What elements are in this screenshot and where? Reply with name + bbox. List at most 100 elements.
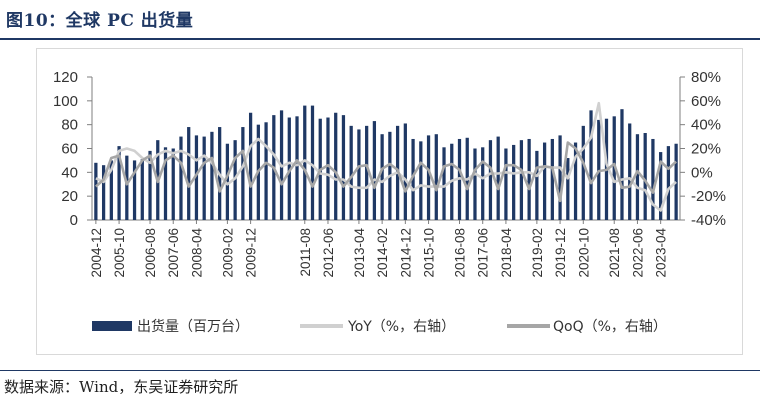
shipment-bar xyxy=(496,136,500,220)
shipment-bar xyxy=(194,135,199,220)
shipment-bar xyxy=(287,117,291,220)
y-left-tick-label: 100 xyxy=(53,93,78,110)
legend-label-shipments: 出货量（百万台） xyxy=(137,318,249,335)
shipment-bar xyxy=(326,117,330,220)
axes: 0 20 40 60 80 100 120 -40% -20% 0% 20% 40% 60% 80% 200… xyxy=(53,69,726,278)
yoy-line xyxy=(95,101,677,212)
shipment-bar xyxy=(566,158,570,220)
y-left-tick-label: 120 xyxy=(53,69,78,86)
x-tick-label: 2014-12 xyxy=(398,228,413,278)
x-tick-label: 2013-04 xyxy=(352,228,367,278)
shipment-bar xyxy=(303,105,307,220)
x-tick-label: 2017-06 xyxy=(476,228,491,278)
shipment-bar xyxy=(380,134,384,220)
x-tick-label: 2011-08 xyxy=(298,228,313,277)
shipment-bar xyxy=(519,140,524,220)
shipment-bar xyxy=(481,147,485,220)
shipment-bar xyxy=(132,160,137,220)
y-left-tick-label: 60 xyxy=(61,141,78,158)
x-tick-label: 2009-02 xyxy=(220,228,235,278)
shipment-bar xyxy=(573,142,578,220)
line-series xyxy=(95,101,677,212)
shipment-bar xyxy=(187,127,191,220)
x-tick-label: 2008-04 xyxy=(189,228,204,278)
x-tick-label: 2019-02 xyxy=(530,228,545,278)
shipment-bar xyxy=(419,141,423,220)
y-right-tick-label: 60% xyxy=(691,93,721,110)
x-tick-label: 2018-04 xyxy=(499,228,514,278)
shipment-bar xyxy=(542,142,547,220)
shipment-bar xyxy=(248,112,253,220)
legend-label-qoq: QoQ（%，右轴） xyxy=(553,319,667,335)
shipment-bar xyxy=(434,134,438,220)
shipment-bar xyxy=(109,160,113,220)
shipment-bar xyxy=(365,125,369,220)
qoq-line xyxy=(95,141,677,203)
shipment-bar xyxy=(94,162,98,220)
shipment-bar xyxy=(349,125,353,220)
shipment-bar xyxy=(179,136,183,220)
shipment-bar xyxy=(341,115,346,220)
shipment-bar xyxy=(310,105,315,220)
x-tick-label: 2007-06 xyxy=(166,228,181,278)
shipment-bar xyxy=(163,147,168,220)
shipment-bar xyxy=(620,109,624,220)
x-tick-label: 2014-02 xyxy=(375,228,390,278)
y-right-tick-label: 20% xyxy=(691,141,721,158)
shipment-bar xyxy=(426,135,431,220)
shipment-bar xyxy=(643,133,647,220)
x-tick-label: 2016-08 xyxy=(453,228,468,278)
x-tick-label: 2023-04 xyxy=(654,228,669,278)
shipment-bar xyxy=(512,144,516,220)
x-tick-label: 2005-10 xyxy=(112,228,127,278)
shipment-bar xyxy=(125,155,129,220)
shipment-bar xyxy=(550,138,554,220)
shipment-bar xyxy=(527,138,531,220)
shipment-bar xyxy=(241,127,245,220)
y-right-tick-label: 80% xyxy=(691,69,721,86)
shipment-bar xyxy=(535,150,539,220)
shipment-bar xyxy=(659,152,663,220)
shipment-bar xyxy=(651,138,655,220)
shipment-bar xyxy=(473,148,477,220)
shipment-bar xyxy=(202,136,206,220)
source-rule xyxy=(0,370,760,371)
x-tick-label: 2012-06 xyxy=(321,228,336,278)
shipment-bar xyxy=(628,123,632,220)
shipment-bar xyxy=(504,148,508,220)
shipment-bar xyxy=(357,129,361,220)
shipment-bar xyxy=(233,140,237,220)
legend: 出货量（百万台） YoY（%，右轴） QoQ（%，右轴） xyxy=(92,318,667,335)
shipment-bar xyxy=(264,122,268,220)
legend-label-yoy: YoY（%，右轴） xyxy=(347,319,455,335)
shipment-bar xyxy=(589,110,593,220)
y-right-tick-label: -40% xyxy=(691,212,726,229)
shipment-bar xyxy=(372,121,377,220)
x-tick-label: 2021-08 xyxy=(607,228,622,278)
y-left-tick-label: 20 xyxy=(61,188,78,205)
shipment-bar xyxy=(558,135,562,220)
shipment-bar xyxy=(117,146,121,220)
x-tick-label: 2009-12 xyxy=(244,228,259,278)
shipment-bar xyxy=(334,112,338,220)
x-tick-label: 2015-10 xyxy=(422,228,437,278)
shipment-bar xyxy=(411,138,415,220)
shipment-bar xyxy=(581,125,585,220)
y-left-tick-label: 0 xyxy=(70,212,78,229)
shipment-bar xyxy=(101,165,106,220)
figure-title: 图10：全球 PC 出货量 xyxy=(6,11,194,31)
x-tick-label: 2022-06 xyxy=(630,228,645,278)
shipment-bar xyxy=(635,134,640,220)
shipment-bar xyxy=(442,147,446,220)
y-left-tick-label: 80 xyxy=(61,117,78,134)
shipment-bar xyxy=(674,143,678,220)
y-right-tick-label: -20% xyxy=(691,188,726,205)
x-tick-label: 2020-10 xyxy=(576,228,591,278)
y-left-tick-label: 40 xyxy=(61,164,78,181)
shipment-bar xyxy=(488,140,493,220)
shipment-bar xyxy=(140,159,144,220)
legend-swatch-shipments xyxy=(92,321,132,331)
shipment-bar xyxy=(171,148,175,220)
x-tick-label: 2019-12 xyxy=(553,228,568,278)
